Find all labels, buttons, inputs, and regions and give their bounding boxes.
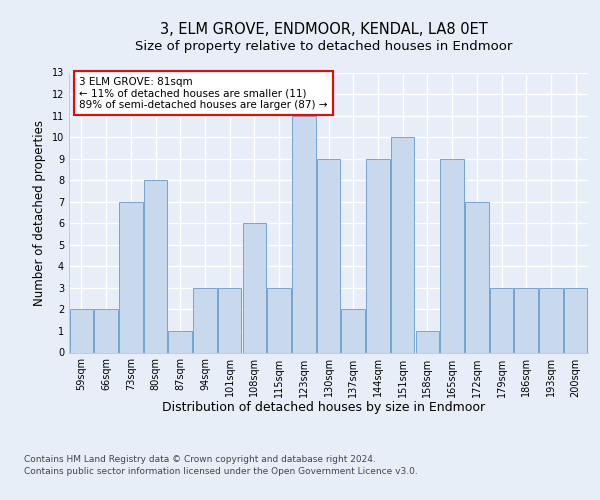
Y-axis label: Number of detached properties: Number of detached properties: [33, 120, 46, 306]
Text: Contains HM Land Registry data © Crown copyright and database right 2024.: Contains HM Land Registry data © Crown c…: [24, 455, 376, 464]
Bar: [391, 137, 415, 352]
Bar: [169, 331, 192, 352]
Bar: [317, 158, 340, 352]
Bar: [144, 180, 167, 352]
Text: 3, ELM GROVE, ENDMOOR, KENDAL, LA8 0ET: 3, ELM GROVE, ENDMOOR, KENDAL, LA8 0ET: [160, 22, 488, 38]
Bar: [366, 158, 389, 352]
Text: 3 ELM GROVE: 81sqm
← 11% of detached houses are smaller (11)
89% of semi-detache: 3 ELM GROVE: 81sqm ← 11% of detached hou…: [79, 76, 328, 110]
Bar: [292, 116, 316, 352]
Bar: [564, 288, 587, 352]
Bar: [119, 202, 143, 352]
Text: Contains public sector information licensed under the Open Government Licence v3: Contains public sector information licen…: [24, 467, 418, 476]
Bar: [440, 158, 464, 352]
Bar: [490, 288, 513, 352]
Bar: [193, 288, 217, 352]
Bar: [416, 331, 439, 352]
Bar: [94, 310, 118, 352]
Text: Size of property relative to detached houses in Endmoor: Size of property relative to detached ho…: [136, 40, 512, 53]
Bar: [514, 288, 538, 352]
Bar: [268, 288, 291, 352]
Bar: [539, 288, 563, 352]
Bar: [341, 310, 365, 352]
Bar: [465, 202, 488, 352]
Bar: [70, 310, 93, 352]
Bar: [242, 224, 266, 352]
Text: Distribution of detached houses by size in Endmoor: Distribution of detached houses by size …: [163, 401, 485, 414]
Bar: [218, 288, 241, 352]
